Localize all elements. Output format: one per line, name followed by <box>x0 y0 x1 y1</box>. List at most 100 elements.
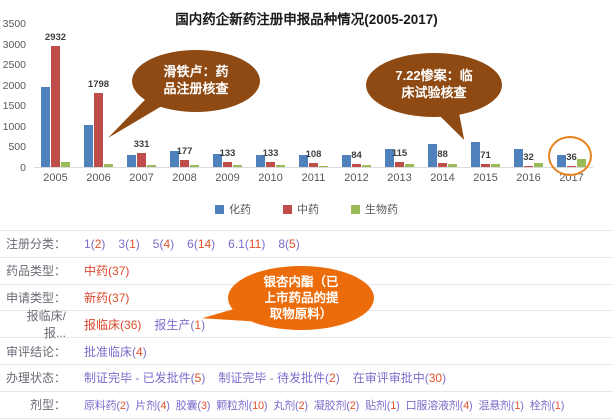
bar-group-2014: 88 <box>421 24 464 167</box>
bar-tcm-2006 <box>94 93 103 167</box>
bar-group-2013: 115 <box>378 24 421 167</box>
bar-chem-2010 <box>256 155 265 167</box>
x-axis-label: 2011 <box>301 172 326 184</box>
callout-line: 取物原料） <box>269 307 333 322</box>
filter-item[interactable]: 批准临床(4) <box>84 344 147 359</box>
filter-row-items: 1(2) 3(1) 5(4) 6(14) 6.1(11) 8(5) <box>84 237 300 251</box>
callout-line: 床试验核查 <box>401 85 467 100</box>
filter-item[interactable]: 6.1(11) <box>228 236 266 251</box>
filter-item[interactable]: 1(2) <box>84 236 106 251</box>
y-axis-tick: 2000 <box>2 79 26 92</box>
bar-tcm-2007 <box>137 153 146 167</box>
bar-chem-2011 <box>299 154 308 167</box>
filter-row: 注册分类： 1(2) 3(1) 5(4) 6(14) 6.1(11) 8(5) <box>0 231 613 258</box>
filter-item[interactable]: 报临床(36) <box>84 317 142 332</box>
filter-row-items: 制证完毕 - 已发批件(5) 制证完毕 - 待发批件(2) 在审评审批中(30) <box>84 369 446 386</box>
filter-item[interactable]: 颗粒剂(10) <box>216 399 268 412</box>
callout-bubble-waterloo: 滑铁卢：药 品注册核查 <box>132 50 260 112</box>
bar-value-label: 2932 <box>44 32 67 44</box>
x-axis-label: 2009 <box>215 172 240 184</box>
legend-item-chem: 化药 <box>215 201 251 217</box>
filter-item[interactable]: 8(5) <box>278 236 300 251</box>
filter-item[interactable]: 丸剂(2) <box>273 399 308 412</box>
bar-chem-2009 <box>213 154 222 167</box>
filter-row-items: 原料药(2) 片剂(4) 胶囊(3) 颗粒剂(10) 丸剂(2) 凝胶剂(2) 贴剂(1) 口… <box>84 397 564 413</box>
bar-tcm-2005 <box>51 46 60 167</box>
bar-bio-2006 <box>104 163 113 167</box>
x-axis-label: 2016 <box>516 172 541 184</box>
chart-legend: 化药 中药 生物药 <box>0 201 613 217</box>
x-axis: 2005 2006 2007 2008 2009 2010 2011 2012 2013 2014… <box>0 172 613 188</box>
filter-item[interactable]: 制证完毕 - 待发批件(2) <box>218 371 340 386</box>
filter-item[interactable]: 6(14) <box>187 236 216 251</box>
bar-chem-2007 <box>127 155 136 167</box>
filter-item[interactable]: 混悬剂(1) <box>478 399 524 412</box>
filter-item[interactable]: 3(1) <box>118 236 140 251</box>
legend-swatch-icon <box>351 204 360 214</box>
filter-row-items: 新药(37) <box>84 289 129 306</box>
filter-row-label: 剂型： <box>29 398 66 413</box>
bar-bio-2009 <box>233 165 242 167</box>
x-axis-label: 2014 <box>430 172 455 184</box>
filter-item[interactable]: 原料药(2) <box>84 399 130 412</box>
bar-tcm-2008 <box>180 159 189 167</box>
filter-item[interactable]: 制证完毕 - 已发批件(5) <box>84 371 206 386</box>
filter-item[interactable]: 中药(37) <box>84 264 130 279</box>
filter-item[interactable]: 贴剂(1) <box>365 399 400 412</box>
bar-chem-2016 <box>514 148 523 167</box>
bar-group-2016: 32 <box>507 24 550 167</box>
callout-line: 品注册核查 <box>163 81 229 96</box>
filter-row-label: 报临床/报... <box>26 309 66 341</box>
bar-value-label: 32 <box>523 151 534 163</box>
x-axis-label: 2006 <box>86 172 111 184</box>
filter-item[interactable]: 胶囊(3) <box>175 399 211 412</box>
bar-group-2008: 177 <box>163 24 206 167</box>
y-axis-tick: 1000 <box>2 120 26 133</box>
filter-item[interactable]: 在审评审批中(30) <box>352 371 447 386</box>
filter-item[interactable]: 新药(37) <box>84 290 130 305</box>
bar-value-label: 84 <box>351 149 362 161</box>
callout-line: 上市药品的提 <box>263 290 339 305</box>
bar-tcm-2009 <box>223 161 232 167</box>
bar-chem-2006 <box>84 125 93 167</box>
filter-row-label: 申请类型： <box>6 290 67 305</box>
bar-chem-2014 <box>428 144 437 167</box>
chart-title: 国内药企新药注册申报品种情况(2005-2017) <box>175 12 438 27</box>
bar-tcm-2016 <box>524 165 533 167</box>
bar-tcm-2014 <box>438 163 447 167</box>
y-axis-tick: 2500 <box>2 59 26 72</box>
filter-item[interactable]: 栓剂(1) <box>529 399 565 412</box>
filter-item[interactable]: 报生产(1) <box>154 317 206 332</box>
filter-row-items: 中药(37) <box>84 262 129 279</box>
bar-chem-2015 <box>471 142 480 167</box>
bar-value-label: 133 <box>262 147 279 159</box>
filter-item[interactable]: 凝胶剂(2) <box>313 399 360 412</box>
x-axis-label: 2007 <box>129 172 154 184</box>
x-axis-label: 2005 <box>43 172 68 184</box>
callout-bubble-722: 7.22惨案：临 床试验核查 <box>366 53 502 117</box>
bar-bio-2011 <box>319 165 328 167</box>
filter-item[interactable]: 片剂(4) <box>135 399 170 412</box>
bar-group-2010: 133 <box>249 24 292 167</box>
callout-line: 7.22惨案：临 <box>395 68 473 84</box>
bar-tcm-2013 <box>395 162 404 167</box>
bar-group-2006: 1798 <box>77 24 120 167</box>
bar-tcm-2010 <box>266 161 275 167</box>
bar-value-label: 88 <box>437 149 448 161</box>
bar-bio-2005 <box>61 162 70 167</box>
bar-group-2012: 84 <box>335 24 378 167</box>
bar-bio-2015 <box>491 163 500 167</box>
filter-row-label: 审评结论： <box>6 344 67 359</box>
filter-item[interactable]: 5(4) <box>152 236 175 251</box>
y-axis-tick: 1500 <box>2 100 26 113</box>
legend-item-tcm: 中药 <box>283 201 319 217</box>
legend-label: 化药 <box>229 204 251 216</box>
filter-item[interactable]: 口服溶液剂(4) <box>405 399 473 412</box>
bar-bio-2008 <box>190 164 199 167</box>
y-axis-tick: 3500 <box>2 18 26 30</box>
filter-row-items: 批准临床(4) <box>84 343 147 360</box>
bar-group-2007: 331 <box>120 24 163 167</box>
filter-row: 办理状态： 制证完毕 - 已发批件(5) 制证完毕 - 待发批件(2) 在审评审批中(… <box>0 365 613 392</box>
x-axis-label: 2010 <box>258 172 283 184</box>
filter-row: 剂型： 原料药(2) 片剂(4) 胶囊(3) 颗粒剂(10) 丸剂(2) 凝胶剂(2) 贴剂(… <box>0 392 613 419</box>
